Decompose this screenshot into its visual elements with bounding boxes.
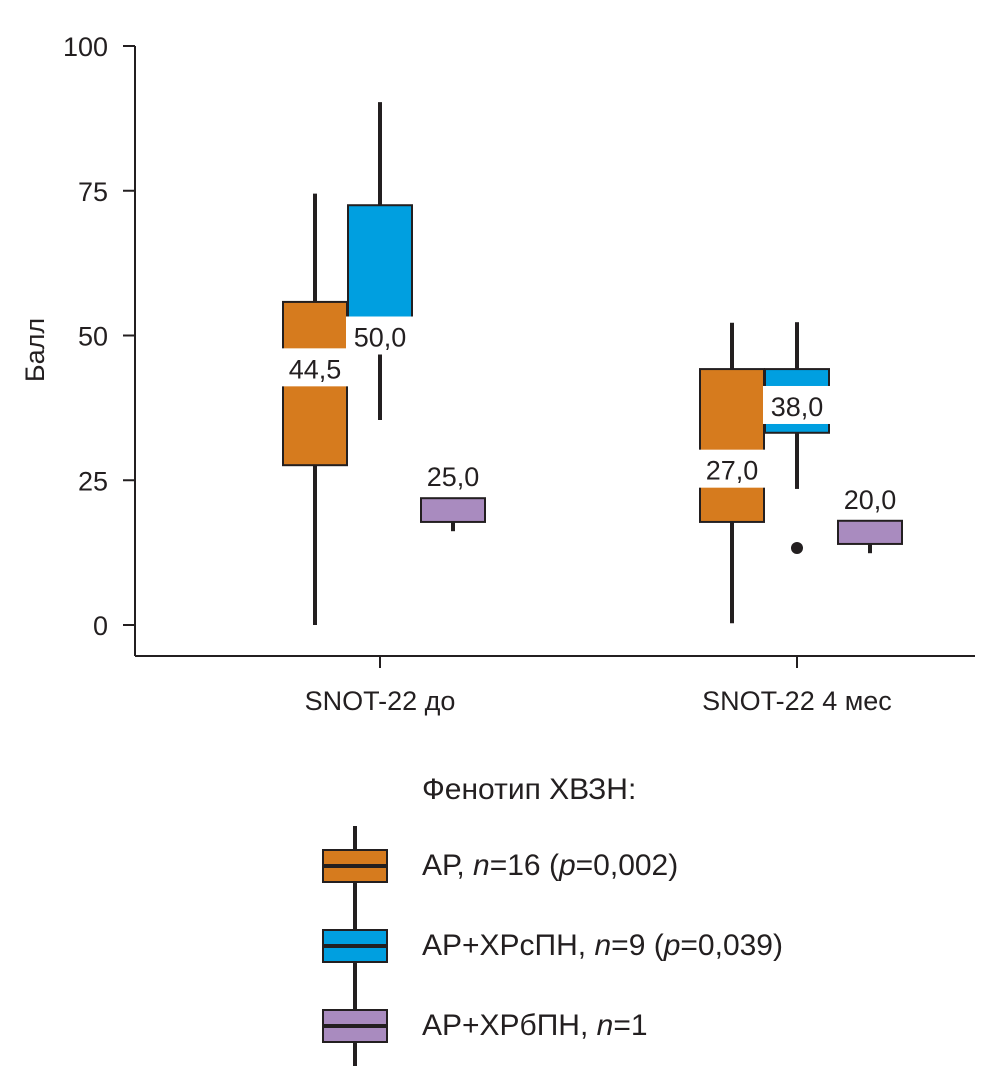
median-label: 38,0 [771, 392, 824, 422]
x-tick-label: SNOT-22 до [305, 686, 456, 716]
box-0-1: 27,0 [698, 322, 766, 624]
legend-item-ar-hrspn: АР+ХРсПН, n=9 (p=0,039) [320, 906, 783, 986]
x-axis: SNOT-22 до SNOT-22 4 мес [135, 655, 975, 716]
median-label: 25,0 [427, 462, 480, 492]
box-iqr [699, 368, 765, 523]
outlier-point [791, 541, 803, 554]
box-1-0: 50,0 [346, 102, 414, 421]
legend-title: Фенотип ХВЗН: [422, 773, 637, 806]
box-plots: 44,5 27,0 50,0 38,0 25,0 20,0 [281, 102, 903, 625]
box-1-1: 38,0 [763, 322, 831, 554]
legend-item-ar-hrbpn: АР+ХРбПН, n=1 [320, 986, 783, 1066]
legend-label-ar: АР, n=16 (p=0,002) [422, 849, 679, 882]
median-label-bg [281, 348, 349, 387]
box-2-1: 20,0 [837, 485, 903, 554]
median-label: 27,0 [706, 456, 759, 486]
box-iqr [420, 497, 486, 523]
legend-label-ar-hrspn: АР+ХРсПН, n=9 (p=0,039) [422, 929, 783, 962]
y-tick-label: 50 [78, 322, 108, 352]
y-axis-title: Балл [20, 318, 50, 382]
y-tick-label: 25 [78, 466, 108, 496]
median-label-bg [346, 316, 414, 355]
legend-label-ar-hrbpn: АР+ХРбПН, n=1 [422, 1009, 648, 1042]
y-tick-label: 75 [78, 177, 108, 207]
legend: Фенотип ХВЗН: АР, n=16 (p=0,002) АР+ХРсП… [320, 770, 783, 1066]
median-label-bg [763, 385, 831, 424]
median-label-bg [698, 449, 766, 488]
box-2-0: 25,0 [420, 462, 486, 532]
box-0-0: 44,5 [281, 193, 349, 625]
legend-swatch-ar [322, 826, 388, 906]
median-label: 44,5 [289, 354, 342, 384]
legend-swatch-ar-hrspn [322, 906, 388, 986]
box-iqr [837, 519, 903, 545]
y-tick-label: 0 [93, 611, 108, 641]
y-tick-label: 100 [63, 32, 108, 62]
x-tick-label: SNOT-22 4 мес [702, 686, 892, 716]
median-label: 50,0 [354, 323, 407, 353]
median-label: 20,0 [844, 485, 897, 515]
legend-swatch-ar-hrbpn [322, 986, 388, 1066]
y-axis: 0 25 50 75 100 [63, 32, 136, 656]
legend-item-ar: АР, n=16 (p=0,002) [320, 826, 783, 906]
